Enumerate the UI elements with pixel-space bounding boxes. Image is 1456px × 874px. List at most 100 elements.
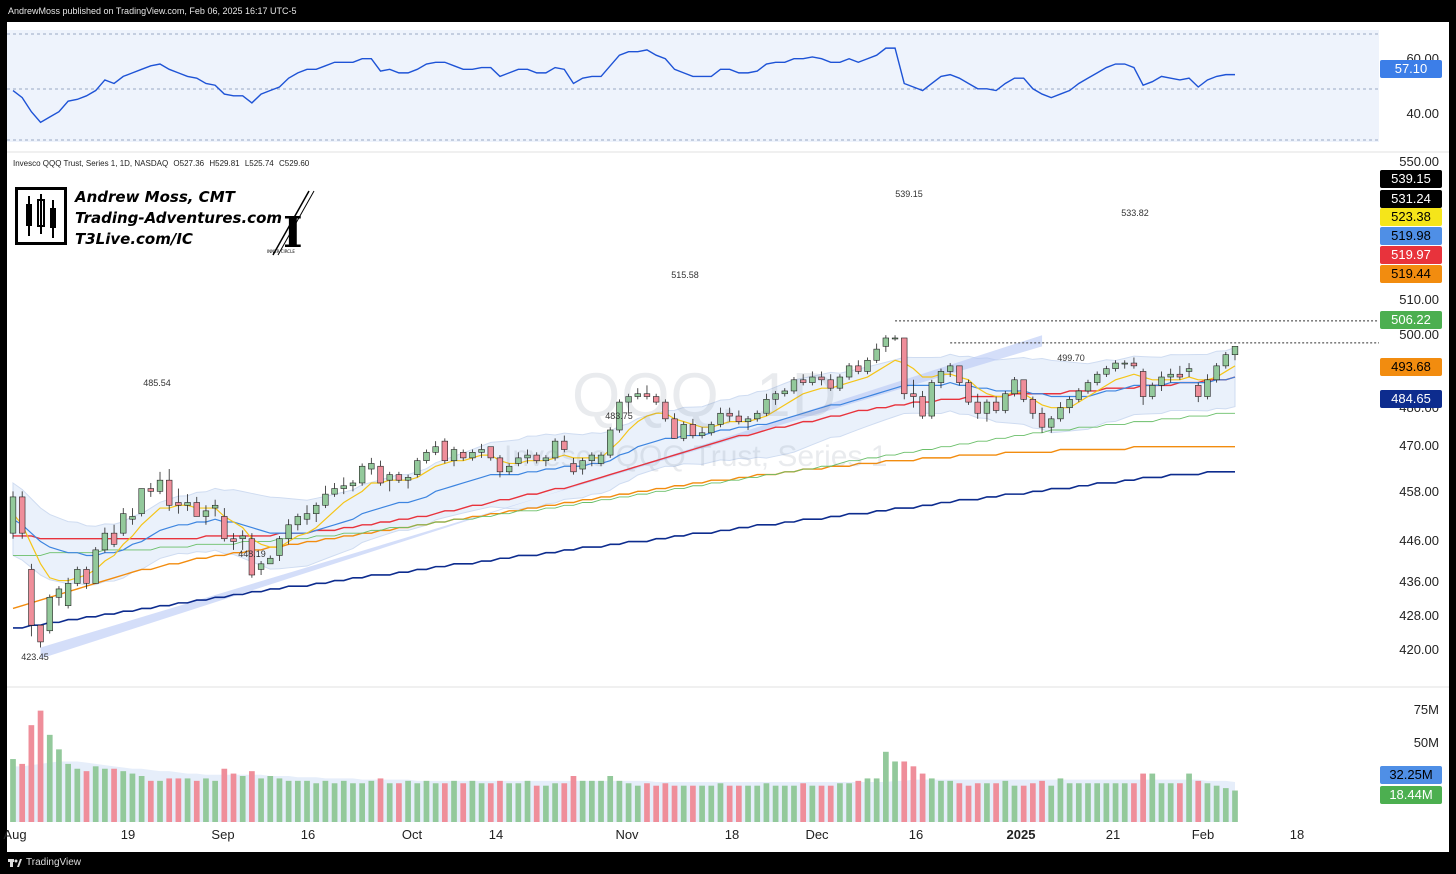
candle (1020, 379, 1027, 403)
volume-bar (818, 785, 825, 822)
candle-body (221, 516, 228, 540)
candle (120, 508, 127, 536)
candle (1167, 368, 1174, 383)
candle-body (166, 479, 173, 506)
candle (864, 357, 871, 375)
chart-canvas[interactable] (7, 22, 1449, 852)
candle (882, 335, 890, 352)
price-axis-tick: 420.00 (1399, 642, 1439, 657)
candle-body (55, 588, 63, 598)
candle-body (184, 502, 191, 506)
candle-body (616, 401, 623, 431)
inner-circle-badge: INNER CIRCLE (267, 249, 295, 254)
candle-body (487, 446, 494, 459)
volume-bar (552, 783, 558, 822)
candle-body (818, 376, 825, 381)
volume-bar (102, 768, 108, 822)
candle-body (423, 451, 430, 461)
volume-bar (901, 761, 908, 822)
candle-body (506, 465, 513, 473)
sma200-line (12, 446, 1235, 610)
published-banner: AndrewMoss published on TradingView.com,… (8, 6, 297, 16)
candle-body (790, 379, 798, 392)
tradingview-brand[interactable]: TradingView (8, 852, 81, 874)
candle-body (919, 396, 926, 417)
volume-bar (313, 783, 320, 822)
candle-body (138, 488, 145, 514)
candle-body (689, 424, 697, 436)
candle-body (1130, 362, 1138, 367)
volume-bar (1094, 783, 1101, 822)
x-axis-label: 16 (300, 827, 316, 842)
volume-bar (1075, 783, 1082, 822)
candle (597, 452, 605, 467)
candle-body (533, 454, 540, 461)
volume-bar (304, 780, 310, 822)
volume-bar (56, 749, 62, 822)
candle (744, 416, 752, 430)
volume-bar (331, 783, 338, 822)
candle (653, 393, 660, 405)
candle-body (1002, 393, 1009, 411)
candle (1002, 390, 1009, 414)
candle-body (974, 401, 981, 414)
volume-bar (1232, 790, 1238, 822)
candle (680, 421, 687, 442)
candle (992, 396, 1000, 414)
candle (533, 452, 540, 464)
price-tag: 484.65 (1380, 390, 1442, 408)
volume-bar (1121, 783, 1128, 822)
volume-bar (690, 785, 696, 822)
symbol-watermark: QQQ, 1D (572, 361, 838, 430)
volume-bar (111, 768, 117, 822)
candle-body (322, 493, 329, 506)
volume-bar (414, 783, 421, 822)
symbol-name-watermark: Invesco QQQ Trust, Series 1 (504, 440, 888, 473)
candle-body (1084, 382, 1092, 392)
candle (423, 449, 430, 464)
candle (1176, 365, 1184, 380)
candle (294, 513, 301, 531)
candle-body (441, 440, 448, 461)
candle-body (147, 488, 154, 492)
candle-body (450, 449, 458, 461)
candle (1094, 371, 1101, 386)
candle (313, 502, 320, 523)
volume-bar (873, 778, 880, 822)
candle (763, 393, 770, 417)
volume-bar (579, 780, 586, 822)
candle (1149, 382, 1156, 400)
candle-body (1204, 379, 1211, 397)
chart-frame[interactable]: Invesco QQQ Trust, Series 1, 1D, NASDAQ … (3, 22, 1449, 852)
candle-body (845, 365, 853, 378)
author-website: Trading-Adventures.com (75, 209, 283, 227)
high-value: H529.81 (209, 159, 240, 168)
candle (340, 477, 347, 495)
candle (349, 480, 357, 492)
candle (496, 455, 504, 478)
candle (781, 388, 788, 397)
price-axis-tick: 550.00 (1399, 154, 1439, 169)
candle (1185, 363, 1193, 378)
candle-body (910, 393, 917, 397)
candle-body (643, 393, 651, 397)
volume-bar (322, 780, 329, 822)
volume-bar (543, 785, 549, 822)
volume-bar (276, 778, 283, 822)
volume-bar (717, 783, 724, 822)
volume-tag: 32.25M (1380, 766, 1442, 784)
candle-body (855, 365, 862, 372)
candle-body (579, 460, 586, 470)
candle (184, 494, 191, 511)
candle (432, 441, 439, 456)
volume-bar (1177, 783, 1183, 822)
candle-body (653, 396, 660, 403)
candle (377, 460, 384, 486)
candle (92, 547, 99, 584)
volume-bar (350, 783, 356, 822)
candle (368, 457, 375, 475)
candle-body (248, 538, 256, 576)
candle-body (1195, 385, 1202, 397)
candle (726, 407, 733, 422)
volume-bar (294, 780, 301, 822)
